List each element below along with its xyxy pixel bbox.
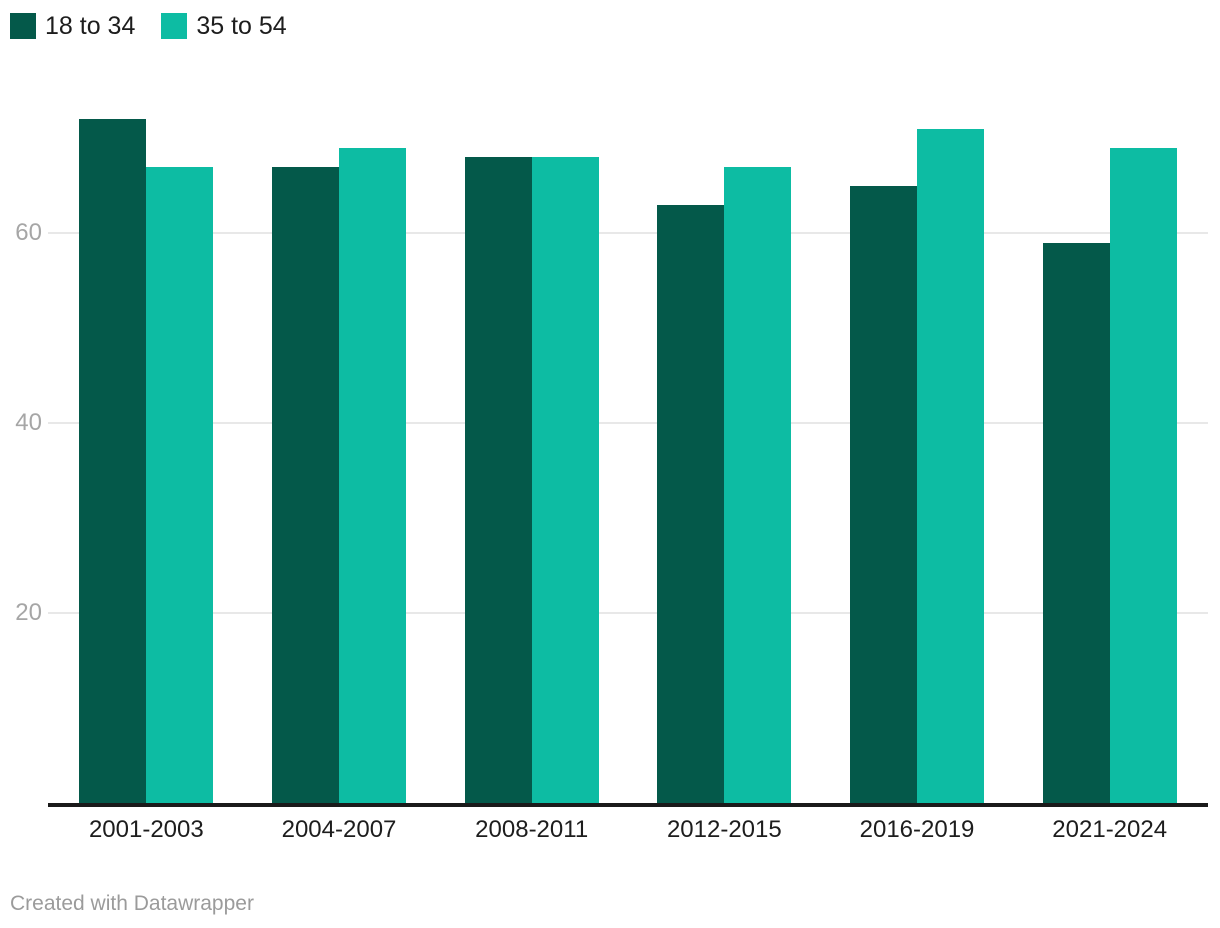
- bar-35-to-54-2021-2024: [1109, 147, 1177, 803]
- bar-18-to-34-2008-2011: [464, 157, 532, 803]
- plot-area: [50, 0, 1206, 803]
- bar-35-to-54-2008-2011: [531, 157, 599, 803]
- legend-swatch-icon: [161, 13, 188, 39]
- bar-group-2004-2007: [243, 0, 436, 803]
- bar-18-to-34-2004-2007: [272, 166, 339, 803]
- x-axis-label-2008-2011: 2008-2011: [475, 816, 589, 843]
- bar-35-to-54-2016-2019: [917, 128, 985, 803]
- bar-35-to-54-2012-2015: [724, 166, 792, 803]
- bar-35-to-54-2001-2003: [146, 166, 214, 803]
- x-axis-line: [48, 803, 1208, 807]
- bar-group-2016-2019: [821, 0, 1014, 803]
- x-axis-label-2012-2015: 2012-2015: [666, 816, 782, 843]
- gridline-20: [48, 612, 1208, 614]
- bar-35-to-54-2004-2007: [339, 147, 406, 803]
- bar-group-2001-2003: [50, 0, 243, 803]
- legend-item-2: 35 to 54: [161, 11, 287, 40]
- x-axis-labels: 2001-2003 2004-2007 2008-2011 2012-2015 2016…: [50, 816, 1206, 845]
- legend-item-1: 18 to 34: [10, 13, 135, 39]
- y-tick-label-20: 20: [15, 599, 42, 626]
- legend-swatch-icon: [10, 13, 36, 39]
- legend: 18 to 34 35 to 54: [10, 13, 313, 39]
- x-axis-label-2004-2007: 2004-2007: [281, 816, 397, 843]
- legend-label: 35 to 54: [196, 11, 287, 40]
- gridline-40: [48, 422, 1208, 424]
- bar-18-to-34-2021-2024: [1042, 242, 1110, 803]
- legend-label: 18 to 34: [45, 11, 136, 40]
- y-tick-label-60: 60: [15, 219, 42, 246]
- bar-18-to-34-2012-2015: [657, 204, 725, 803]
- bar-18-to-34-2001-2003: [79, 119, 147, 803]
- bar-18-to-34-2016-2019: [850, 185, 918, 803]
- bar-group-2021-2024: [1013, 0, 1206, 803]
- gridline-60: [48, 232, 1208, 234]
- bar-group-2008-2011: [435, 0, 628, 803]
- footer-credit-link[interactable]: Created with Datawrapper: [10, 892, 254, 915]
- x-axis-label-2001-2003: 2001-2003: [88, 816, 204, 843]
- x-axis-label-2016-2019: 2016-2019: [859, 816, 975, 843]
- y-tick-label-40: 40: [15, 409, 42, 436]
- x-axis-label-2021-2024: 2021-2024: [1052, 816, 1168, 843]
- bar-group-2012-2015: [628, 0, 821, 803]
